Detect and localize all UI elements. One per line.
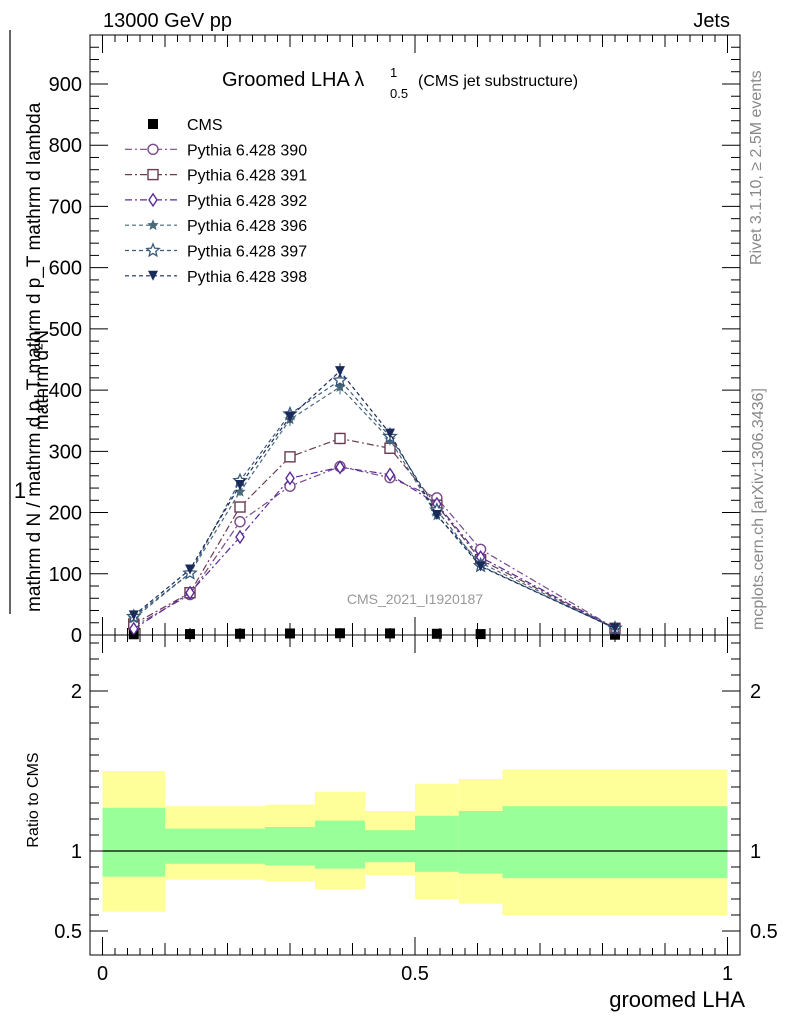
legend-marker [148, 270, 158, 281]
ytick-label: 700 [49, 196, 82, 218]
data-point [185, 629, 195, 640]
legend: CMS Pythia 6.428 390 Pythia 6.428 391 Pythi… [125, 117, 307, 286]
ratio-ytick-label-right: 0.5 [750, 921, 778, 943]
data-point [385, 628, 395, 639]
ytick-label: 800 [49, 135, 82, 157]
legend-label: Pythia 6.428 390 [187, 142, 307, 159]
ylabel-numerator: mathrm d²N [32, 330, 53, 430]
ratio-inner-band-5 [415, 815, 459, 872]
ratio-inner-band-1 [165, 828, 265, 864]
legend-label: Pythia 6.428 391 [187, 168, 307, 185]
ylabel-one: 1 [14, 478, 26, 503]
legend-label: CMS [187, 117, 223, 134]
xtick-label: 0.5 [401, 963, 429, 985]
data-point [185, 585, 195, 601]
top-ylabel: 1 mathrm d²N mathrm d N / mathrm d p_T m… [9, 30, 53, 614]
legend-label: Pythia 6.428 396 [187, 218, 307, 235]
ratio-inner-band-3 [315, 820, 365, 869]
data-point [334, 432, 346, 445]
legend-marker [145, 242, 161, 258]
series-6 [128, 363, 620, 634]
plot-title-sup: 1 [390, 65, 397, 80]
data-point [335, 459, 345, 475]
legend-marker [147, 143, 159, 156]
data-point [235, 529, 245, 545]
ylabel-denominator: mathrm d N / mathrm d p_T mathrm d p_T m… [24, 102, 45, 612]
legend-entry-5: Pythia 6.428 397 [125, 242, 307, 261]
legend-entry-0: CMS [148, 117, 223, 134]
xlabel: groomed LHA [609, 987, 745, 1012]
data-point [234, 501, 246, 513]
data-point [234, 485, 246, 497]
series-line-5 [133, 379, 616, 629]
data-point [285, 412, 295, 423]
data-point [335, 628, 345, 639]
ratio-inner-band-2 [265, 827, 315, 866]
plot-title-suffix: (CMS jet substructure) [418, 73, 578, 90]
plot-title: Groomed LHA λ 1 0.5 (CMS jet substructur… [222, 65, 578, 101]
ytick-label: 100 [49, 564, 82, 586]
xtick-label: 0 [97, 963, 108, 985]
ratio-inner-band-0 [102, 807, 165, 877]
data-point [431, 510, 442, 520]
legend-label: Pythia 6.428 397 [187, 244, 307, 261]
header-energy: 13000 GeV pp [103, 10, 232, 32]
series-1 [128, 460, 621, 634]
ratio-panel: 0 0.5 1 0.5 0.5 1 1 2 2 [54, 634, 778, 985]
legend-label: Pythia 6.428 392 [187, 193, 307, 210]
ratio-ytick-label: 2 [71, 681, 82, 703]
plot-title-main: Groomed LHA λ [222, 69, 364, 91]
header-jets: Jets [693, 10, 730, 32]
top-panel: 0 100 200 300 400 500 600 700 800 900 [49, 34, 741, 647]
data-point [475, 629, 486, 640]
ytick-label: 200 [49, 503, 82, 525]
data-point [285, 471, 295, 486]
ytick-label: 900 [49, 74, 82, 96]
data-point [235, 480, 245, 490]
data-point [385, 467, 395, 482]
ratio-ytick-label-right: 2 [750, 681, 761, 703]
legend-entry-1: Pythia 6.428 390 [125, 142, 307, 159]
ytick-label: 300 [49, 441, 82, 463]
data-point [128, 610, 139, 621]
ytick-label: 500 [49, 319, 82, 341]
ratio-inner-band-7 [502, 806, 728, 879]
data-point [285, 628, 295, 639]
legend-entry-3: Pythia 6.428 392 [125, 192, 307, 210]
ratio-ytick-label-right: 1 [750, 841, 761, 863]
ytick-label: 600 [49, 258, 82, 280]
analysis-watermark: CMS_2021_I1920187 [347, 591, 483, 607]
legend-label: Pythia 6.428 398 [187, 269, 307, 286]
data-point [385, 428, 395, 439]
mcplots-note: mcplots.cern.ch [arXiv:1306.3436] [750, 388, 767, 630]
ratio-ytick-label: 1 [71, 841, 82, 863]
data-point [235, 628, 245, 639]
data-point [475, 561, 486, 572]
legend-entry-2: Pythia 6.428 391 [125, 168, 307, 185]
legend-marker [148, 119, 158, 129]
ratio-inner-band-4 [365, 830, 415, 863]
data-point [332, 372, 348, 387]
legend-marker [148, 192, 158, 208]
data-point [284, 451, 296, 463]
data-point [234, 516, 246, 528]
ytick-label: 0 [71, 625, 82, 647]
legend-entry-6: Pythia 6.428 398 [125, 269, 307, 286]
ratio-ytick-label: 0.5 [54, 921, 82, 943]
xtick-label: 1 [722, 963, 733, 985]
plot-title-sub: 0.5 [390, 86, 408, 101]
legend-marker [147, 219, 159, 231]
ytick-label: 400 [49, 380, 82, 402]
data-point [335, 366, 345, 377]
data-point [610, 623, 620, 634]
legend-entry-4: Pythia 6.428 396 [125, 218, 307, 235]
ratio-ylabel: Ratio to CMS [25, 752, 42, 847]
data-point [185, 564, 195, 575]
ratio-inner-band-6 [458, 811, 503, 874]
series-line-1 [133, 465, 616, 629]
legend-marker [147, 168, 159, 181]
rivet-note: Rivet 3.1.10, ≥ 2.5M events [748, 70, 765, 265]
data-point [431, 628, 442, 639]
